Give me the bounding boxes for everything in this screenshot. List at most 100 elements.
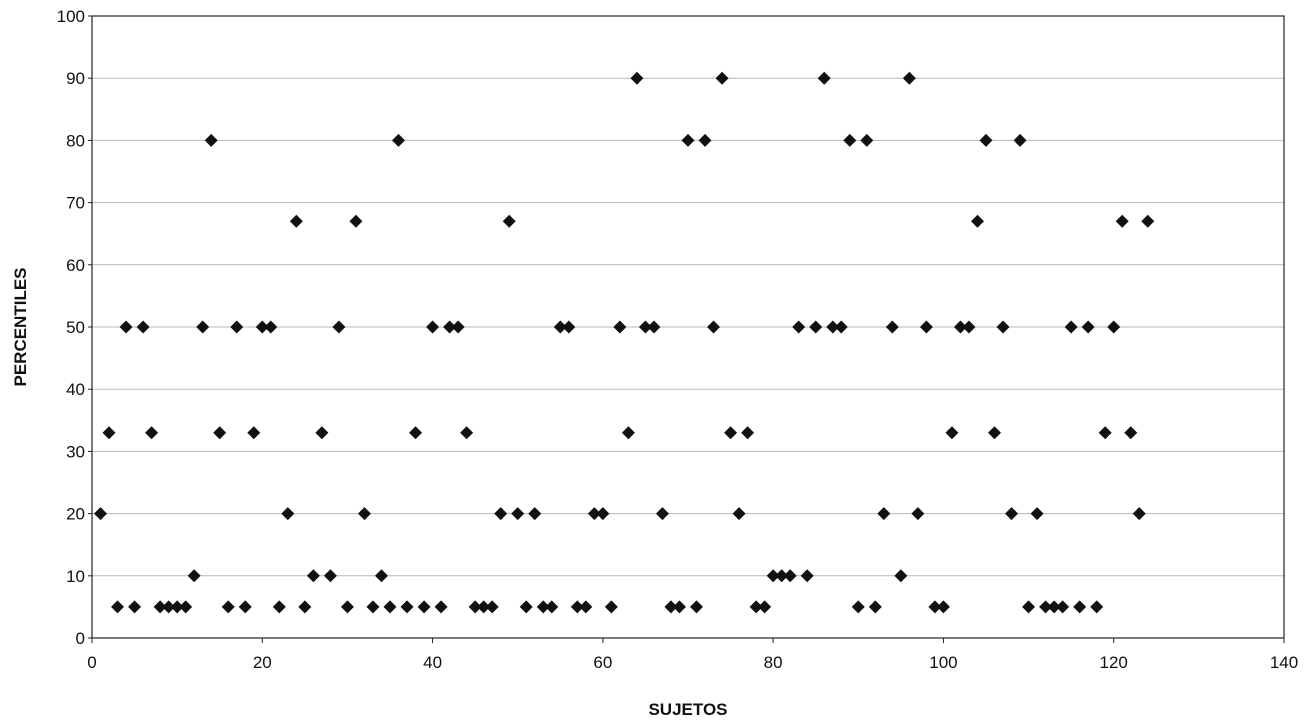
data-point [264,320,278,334]
data-point [655,507,669,521]
y-tick-label: 40 [66,380,85,399]
data-point [374,569,388,583]
x-tick-label: 140 [1270,653,1298,672]
x-tick-label: 60 [593,653,612,672]
data-point [1030,507,1044,521]
data-point [1107,320,1121,334]
data-point [102,426,116,440]
data-point [817,71,831,85]
data-point [860,133,874,147]
data-point [1132,507,1146,521]
data-point [230,320,244,334]
data-point [119,320,133,334]
data-point [970,214,984,228]
y-tick-label: 90 [66,69,85,88]
data-point [162,600,176,614]
y-axis-title: PERCENTILES [11,267,30,386]
data-point [749,600,763,614]
data-point [349,214,363,228]
data-point [366,600,380,614]
data-point [255,320,269,334]
data-point [536,600,550,614]
data-point [528,507,542,521]
data-point [502,214,516,228]
data-point [928,600,942,614]
data-point [877,507,891,521]
data-point [570,600,584,614]
data-point [1141,214,1155,228]
data-point [894,569,908,583]
data-point [111,600,125,614]
data-point [630,71,644,85]
data-point [792,320,806,334]
data-point [1005,507,1019,521]
x-axis-title: SUJETOS [648,700,727,719]
y-tick-label: 20 [66,505,85,524]
data-point [426,320,440,334]
data-point [221,600,235,614]
data-point [1064,320,1078,334]
data-point [936,600,950,614]
data-point [1124,426,1138,440]
data-point [153,600,167,614]
data-point [409,426,423,440]
data-point [136,320,150,334]
data-point [664,600,678,614]
x-tick-label: 120 [1100,653,1128,672]
data-point [289,214,303,228]
data-point [604,600,618,614]
data-points [94,71,1155,614]
data-point [681,133,695,147]
data-point [1056,600,1070,614]
data-point [213,426,227,440]
x-tick-label: 20 [253,653,272,672]
data-point [834,320,848,334]
data-point [647,320,661,334]
data-point [953,320,967,334]
x-tick-label: 40 [423,653,442,672]
data-point [596,507,610,521]
data-point [732,507,746,521]
data-point [638,320,652,334]
data-point [545,600,559,614]
data-point [562,320,576,334]
data-point [826,320,840,334]
data-point [843,133,857,147]
data-point [919,320,933,334]
y-tick-label: 100 [57,7,85,26]
y-tick-label: 80 [66,131,85,150]
data-point [800,569,814,583]
data-point [962,320,976,334]
data-point [1073,600,1087,614]
y-tick-label: 60 [66,256,85,275]
data-point [587,507,601,521]
y-tick-label: 70 [66,194,85,213]
data-point [715,71,729,85]
data-point [281,507,295,521]
data-point [1047,600,1061,614]
data-point [494,507,508,521]
data-point [247,426,261,440]
data-point [945,426,959,440]
data-point [340,600,354,614]
data-point [851,600,865,614]
x-tick-labels: 0 20 40 60 80 100 120 140 [87,638,1298,672]
data-point [170,600,184,614]
data-point [809,320,823,334]
data-point [613,320,627,334]
data-point [187,569,201,583]
y-tick-label: 0 [76,629,85,648]
data-point [988,426,1002,440]
data-point [690,600,704,614]
data-point [238,600,252,614]
data-point [579,600,593,614]
data-point [196,320,210,334]
data-point [775,569,789,583]
data-point [400,600,414,614]
data-point [885,320,899,334]
data-point [460,426,474,440]
data-point [485,600,499,614]
data-point [511,507,525,521]
data-point [477,600,491,614]
